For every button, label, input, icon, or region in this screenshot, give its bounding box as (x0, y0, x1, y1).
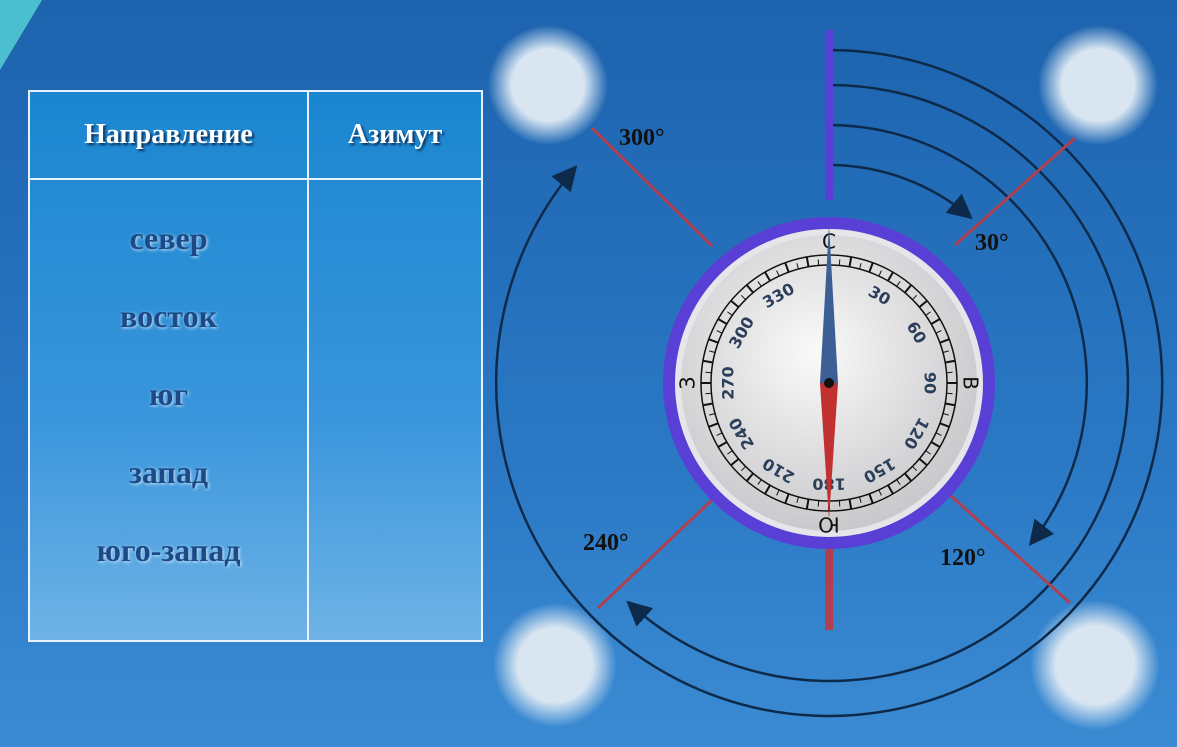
compass-diagram: 300° 30° 240° 120° СВЮЗ30609012015018021… (0, 0, 1177, 747)
scale-tick (839, 501, 840, 507)
dial-label: 90 (921, 372, 940, 394)
arc-30 (829, 165, 969, 216)
azimuth-label: 240° (583, 530, 629, 556)
dial-label: 270 (719, 366, 738, 399)
photo-windmill (488, 25, 608, 145)
photo-tree (1038, 25, 1158, 145)
scale-tick (705, 393, 711, 394)
scale-tick (839, 259, 840, 265)
cardinal-label: В (959, 376, 983, 390)
scale-tick (818, 259, 819, 265)
scale-tick (818, 501, 819, 507)
scale-tick (705, 372, 711, 373)
scale-tick (947, 393, 953, 394)
cardinal-label: З (676, 377, 700, 390)
azimuth-label: 120° (940, 545, 986, 571)
needle-pivot (824, 378, 834, 388)
scale-tick (947, 372, 953, 373)
azimuth-label: 30° (975, 230, 1009, 256)
photo-pylons (1030, 600, 1160, 730)
slide: Направление Азимут севервостокюгзападюго… (0, 0, 1177, 747)
azimuth-label: 300° (619, 125, 665, 151)
